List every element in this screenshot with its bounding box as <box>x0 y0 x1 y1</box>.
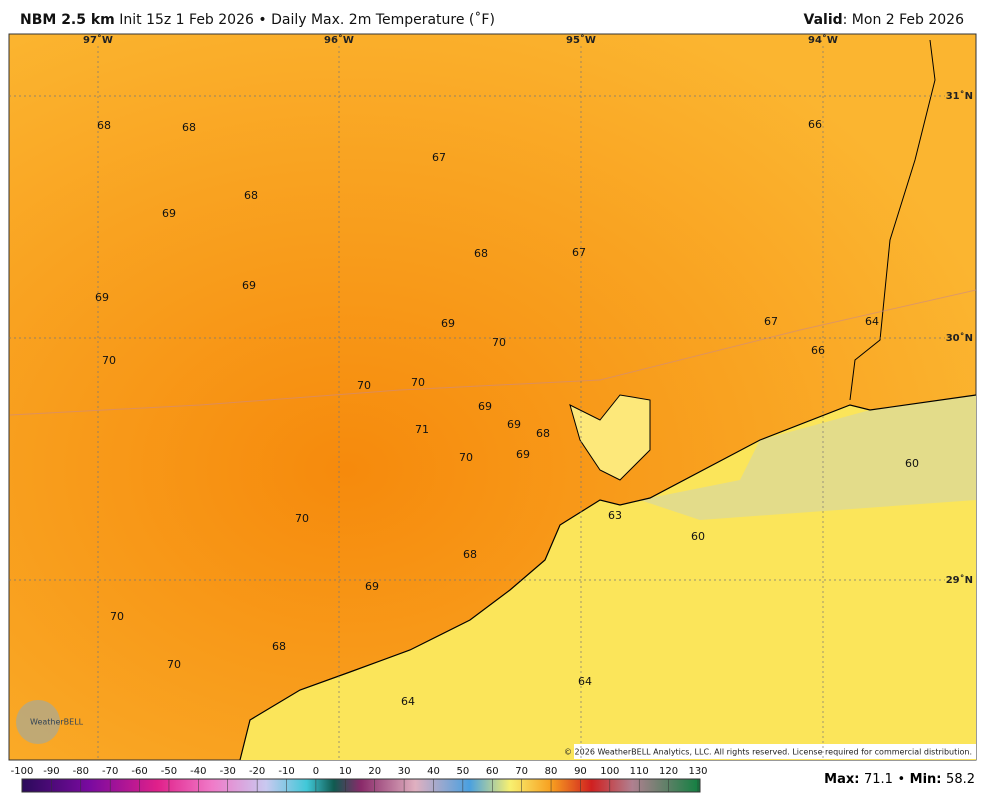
latitude-label: 31˚N <box>946 90 973 102</box>
colorbar-label: 30 <box>398 766 411 777</box>
logo-text: WeatherBELL <box>30 718 84 727</box>
station-value: 68 <box>182 121 196 134</box>
station-value: 70 <box>110 610 124 623</box>
colorbar-label: 80 <box>545 766 558 777</box>
station-value: 64 <box>865 315 879 328</box>
colorbar-label: -10 <box>278 766 294 777</box>
logo: WeatherBELL <box>16 700 84 744</box>
colorbar-label: -50 <box>161 766 177 777</box>
colorbar-label: 130 <box>688 766 707 777</box>
station-value: 68 <box>463 548 477 561</box>
station-value: 68 <box>244 189 258 202</box>
station-value: 70 <box>102 354 116 367</box>
station-value: 71 <box>415 423 429 436</box>
longitude-label: 94˚W <box>808 34 838 46</box>
header-left: NBM 2.5 km Init 15z 1 Feb 2026 • Daily M… <box>20 12 495 28</box>
station-value: 70 <box>492 336 506 349</box>
colorbar-label: 20 <box>368 766 381 777</box>
station-value: 60 <box>691 530 705 543</box>
station-value: 67 <box>432 151 446 164</box>
colorbar-label: -20 <box>249 766 265 777</box>
station-value: 60 <box>905 457 919 470</box>
coastline <box>239 394 977 761</box>
max-label: Max: <box>824 772 859 787</box>
station-value: 69 <box>242 279 256 292</box>
colorbar-label: -70 <box>102 766 118 777</box>
header-right: Valid: Mon 2 Feb 2026 <box>804 12 965 28</box>
station-value: 70 <box>459 451 473 464</box>
colorbar-label: -60 <box>131 766 147 777</box>
station-value: 67 <box>572 246 586 259</box>
min-max: Max: 71.1 • Min: 58.2 <box>824 772 975 787</box>
station-value: 68 <box>474 247 488 260</box>
station-value: 69 <box>507 418 521 431</box>
init: Init 15z 1 Feb 2026 <box>119 12 254 28</box>
colorbar-label: 60 <box>486 766 499 777</box>
station-value: 69 <box>441 317 455 330</box>
colorbar-label: 50 <box>457 766 470 777</box>
bay <box>569 394 651 481</box>
colorbar-label: -30 <box>220 766 236 777</box>
cool-water <box>640 395 976 520</box>
colorbar-label: -90 <box>43 766 59 777</box>
valid-date: : Mon 2 Feb 2026 <box>842 12 964 28</box>
latitude-label: 30˚N <box>946 332 973 344</box>
station-value: 70 <box>357 379 371 392</box>
min-label: Min: <box>910 772 942 787</box>
longitude-label: 97˚W <box>83 34 113 46</box>
separator: • <box>897 772 905 787</box>
colorbar-label: 0 <box>313 766 319 777</box>
separator: • <box>258 12 267 28</box>
station-value: 69 <box>478 400 492 413</box>
station-value: 64 <box>578 675 592 688</box>
station-value: 64 <box>401 695 415 708</box>
max: 71.1 <box>864 772 893 787</box>
longitude-label: 95˚W <box>566 34 596 46</box>
colorbar-label: 70 <box>515 766 528 777</box>
colorbar-label: 90 <box>574 766 587 777</box>
station-value: 70 <box>295 512 309 525</box>
min: 58.2 <box>946 772 975 787</box>
logo-mark <box>16 700 60 744</box>
colorbar-label: 100 <box>600 766 619 777</box>
colorbar-label: -40 <box>190 766 206 777</box>
copyright-box <box>574 744 976 759</box>
station-value: 63 <box>608 509 622 522</box>
station-value: 70 <box>411 376 425 389</box>
colorbar-label: 10 <box>339 766 352 777</box>
station-value: 70 <box>167 658 181 671</box>
station-value: 68 <box>536 427 550 440</box>
roads <box>9 289 977 416</box>
station-value: 69 <box>162 207 176 220</box>
colorbar <box>21 778 701 793</box>
station-value: 68 <box>272 640 286 653</box>
model: NBM 2.5 km <box>20 12 115 28</box>
station-value: 69 <box>516 448 530 461</box>
colorbar-label: -100 <box>11 766 34 777</box>
station-value: 66 <box>811 344 825 357</box>
latitude-label: 29˚N <box>946 574 973 586</box>
product: Daily Max. 2m Temperature (˚F) <box>271 12 495 28</box>
station-value: 69 <box>365 580 379 593</box>
station-value: 68 <box>97 119 111 132</box>
longitude-label: 96˚W <box>324 34 354 46</box>
colorbar-label: -80 <box>73 766 89 777</box>
colorbar-label: 40 <box>427 766 440 777</box>
station-value: 69 <box>95 291 109 304</box>
valid-label: Valid <box>803 12 843 28</box>
colorbar-label: 120 <box>659 766 678 777</box>
colorbar-label: 110 <box>630 766 649 777</box>
station-value: 66 <box>808 118 822 131</box>
station-value: 67 <box>764 315 778 328</box>
state-border <box>849 39 936 401</box>
copyright: © 2026 WeatherBELL Analytics, LLC. All r… <box>564 748 972 757</box>
